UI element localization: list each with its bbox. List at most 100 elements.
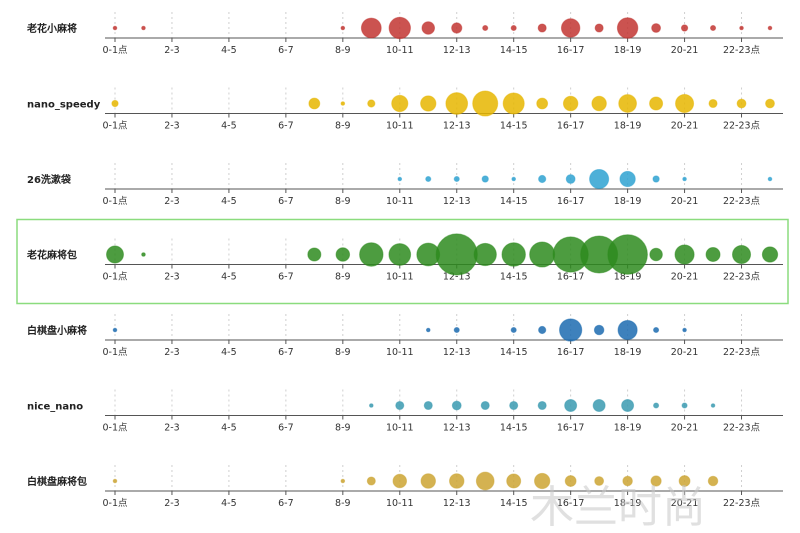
x-tick-label: 10-11	[386, 272, 414, 283]
x-tick-label: 2-3	[164, 423, 180, 434]
data-bubble	[308, 97, 321, 110]
data-bubble	[420, 95, 437, 112]
x-tick-label: 22-23点	[723, 347, 761, 358]
data-bubble	[680, 24, 689, 32]
x-tick-label: 16-17	[557, 498, 585, 509]
watermark-text: 木兰时尚	[530, 482, 706, 533]
data-bubble	[594, 23, 604, 33]
x-tick-label: 2-3	[164, 45, 180, 56]
x-tick-label: 0-1点	[102, 272, 128, 283]
x-tick-label: 16-17	[557, 45, 585, 56]
highlight-box	[16, 218, 789, 305]
x-tick-label: 10-11	[386, 121, 414, 132]
data-bubble	[707, 475, 719, 487]
series-label: nano_speedy	[27, 100, 101, 111]
x-tick-label: 0-1点	[102, 121, 128, 132]
data-bubble	[335, 247, 351, 262]
x-tick-label: 12-13	[443, 272, 471, 283]
data-bubble	[112, 327, 118, 333]
data-bubble	[618, 94, 637, 113]
x-tick-label: 16-17	[557, 347, 585, 358]
series-row-6: 白棋盘麻将包 0-1点 2-3 4-5 6-7 8-9 10-11 12-13 14-15 16-…	[27, 465, 783, 509]
x-tick-label: 6-7	[278, 272, 294, 283]
x-tick-label: 12-13	[443, 347, 471, 358]
x-tick-label: 22-23点	[723, 272, 761, 283]
data-bubble	[473, 242, 497, 267]
data-bubble	[453, 175, 460, 183]
data-bubble	[509, 400, 519, 411]
series-label: 老花麻将包	[26, 249, 77, 262]
x-tick-label: 0-1点	[102, 196, 128, 207]
x-tick-label: 22-23点	[723, 498, 761, 509]
x-tick-label: 22-23点	[723, 121, 761, 132]
data-bubble	[395, 400, 405, 411]
data-bubble	[529, 241, 556, 268]
data-bubble	[425, 175, 432, 183]
data-bubble	[451, 400, 462, 411]
data-bubble	[651, 23, 662, 33]
data-bubble	[421, 21, 436, 35]
series-row-5: nice_nano 0-1点 2-3 4-5 6-7 8-9 10-11 12-13 14-15…	[27, 389, 783, 434]
data-bubble	[445, 92, 469, 115]
x-tick-label: 4-5	[221, 498, 237, 509]
data-bubble	[112, 478, 118, 484]
data-bubble	[616, 17, 639, 39]
x-tick-label: 14-15	[500, 121, 528, 132]
series-label: nice_nano	[27, 402, 83, 413]
data-bubble	[650, 475, 662, 487]
data-bubble	[538, 174, 547, 184]
data-bubble	[593, 324, 605, 336]
x-tick-label: 20-21	[671, 45, 699, 56]
x-tick-label: 22-23点	[723, 423, 761, 434]
data-bubble	[111, 99, 119, 108]
x-tick-label: 6-7	[278, 423, 294, 434]
x-tick-label: 6-7	[278, 196, 294, 207]
series-row-4: 白棋盘小麻将 0-1点 2-3 4-5 6-7 8-9 10-11 12-13 14-15 16-…	[27, 314, 783, 358]
series-label: 26洗漱袋	[27, 173, 72, 186]
data-bubble	[678, 475, 691, 487]
x-tick-label: 14-15	[500, 347, 528, 358]
data-bubble	[453, 326, 460, 334]
data-bubble	[340, 478, 346, 484]
data-bubble	[112, 25, 118, 31]
x-tick-label: 12-13	[443, 196, 471, 207]
x-tick-label: 22-23点	[723, 45, 761, 56]
data-bubble	[739, 25, 744, 31]
x-tick-label: 10-11	[386, 196, 414, 207]
data-bubble	[368, 403, 374, 408]
data-bubble	[141, 25, 146, 31]
data-bubble	[622, 475, 633, 487]
x-tick-label: 4-5	[221, 347, 237, 358]
data-bubble	[360, 17, 382, 39]
data-bubble	[607, 234, 648, 275]
x-tick-label: 12-13	[443, 498, 471, 509]
x-tick-label: 20-21	[671, 347, 699, 358]
data-bubble	[649, 247, 663, 262]
data-bubble	[649, 96, 664, 111]
x-tick-label: 4-5	[221, 121, 237, 132]
x-tick-label: 18-19	[614, 45, 642, 56]
x-tick-label: 16-17	[557, 196, 585, 207]
x-tick-label: 16-17	[557, 272, 585, 283]
data-bubble	[705, 247, 721, 262]
data-bubble	[675, 93, 695, 114]
x-tick-label: 18-19	[614, 347, 642, 358]
data-bubble	[767, 176, 773, 182]
x-tick-label: 4-5	[221, 196, 237, 207]
data-bubble	[307, 247, 322, 262]
data-bubble	[506, 473, 522, 489]
data-bubble	[451, 22, 463, 34]
x-tick-label: 22-23点	[723, 196, 761, 207]
x-tick-label: 8-9	[335, 272, 351, 283]
data-bubble	[674, 244, 695, 265]
data-bubble	[366, 476, 376, 486]
x-tick-label: 18-19	[614, 121, 642, 132]
data-bubble	[565, 174, 576, 184]
x-tick-label: 20-21	[671, 272, 699, 283]
data-bubble	[340, 25, 346, 31]
data-bubble	[425, 327, 431, 333]
x-tick-label: 4-5	[221, 423, 237, 434]
x-tick-label: 4-5	[221, 272, 237, 283]
